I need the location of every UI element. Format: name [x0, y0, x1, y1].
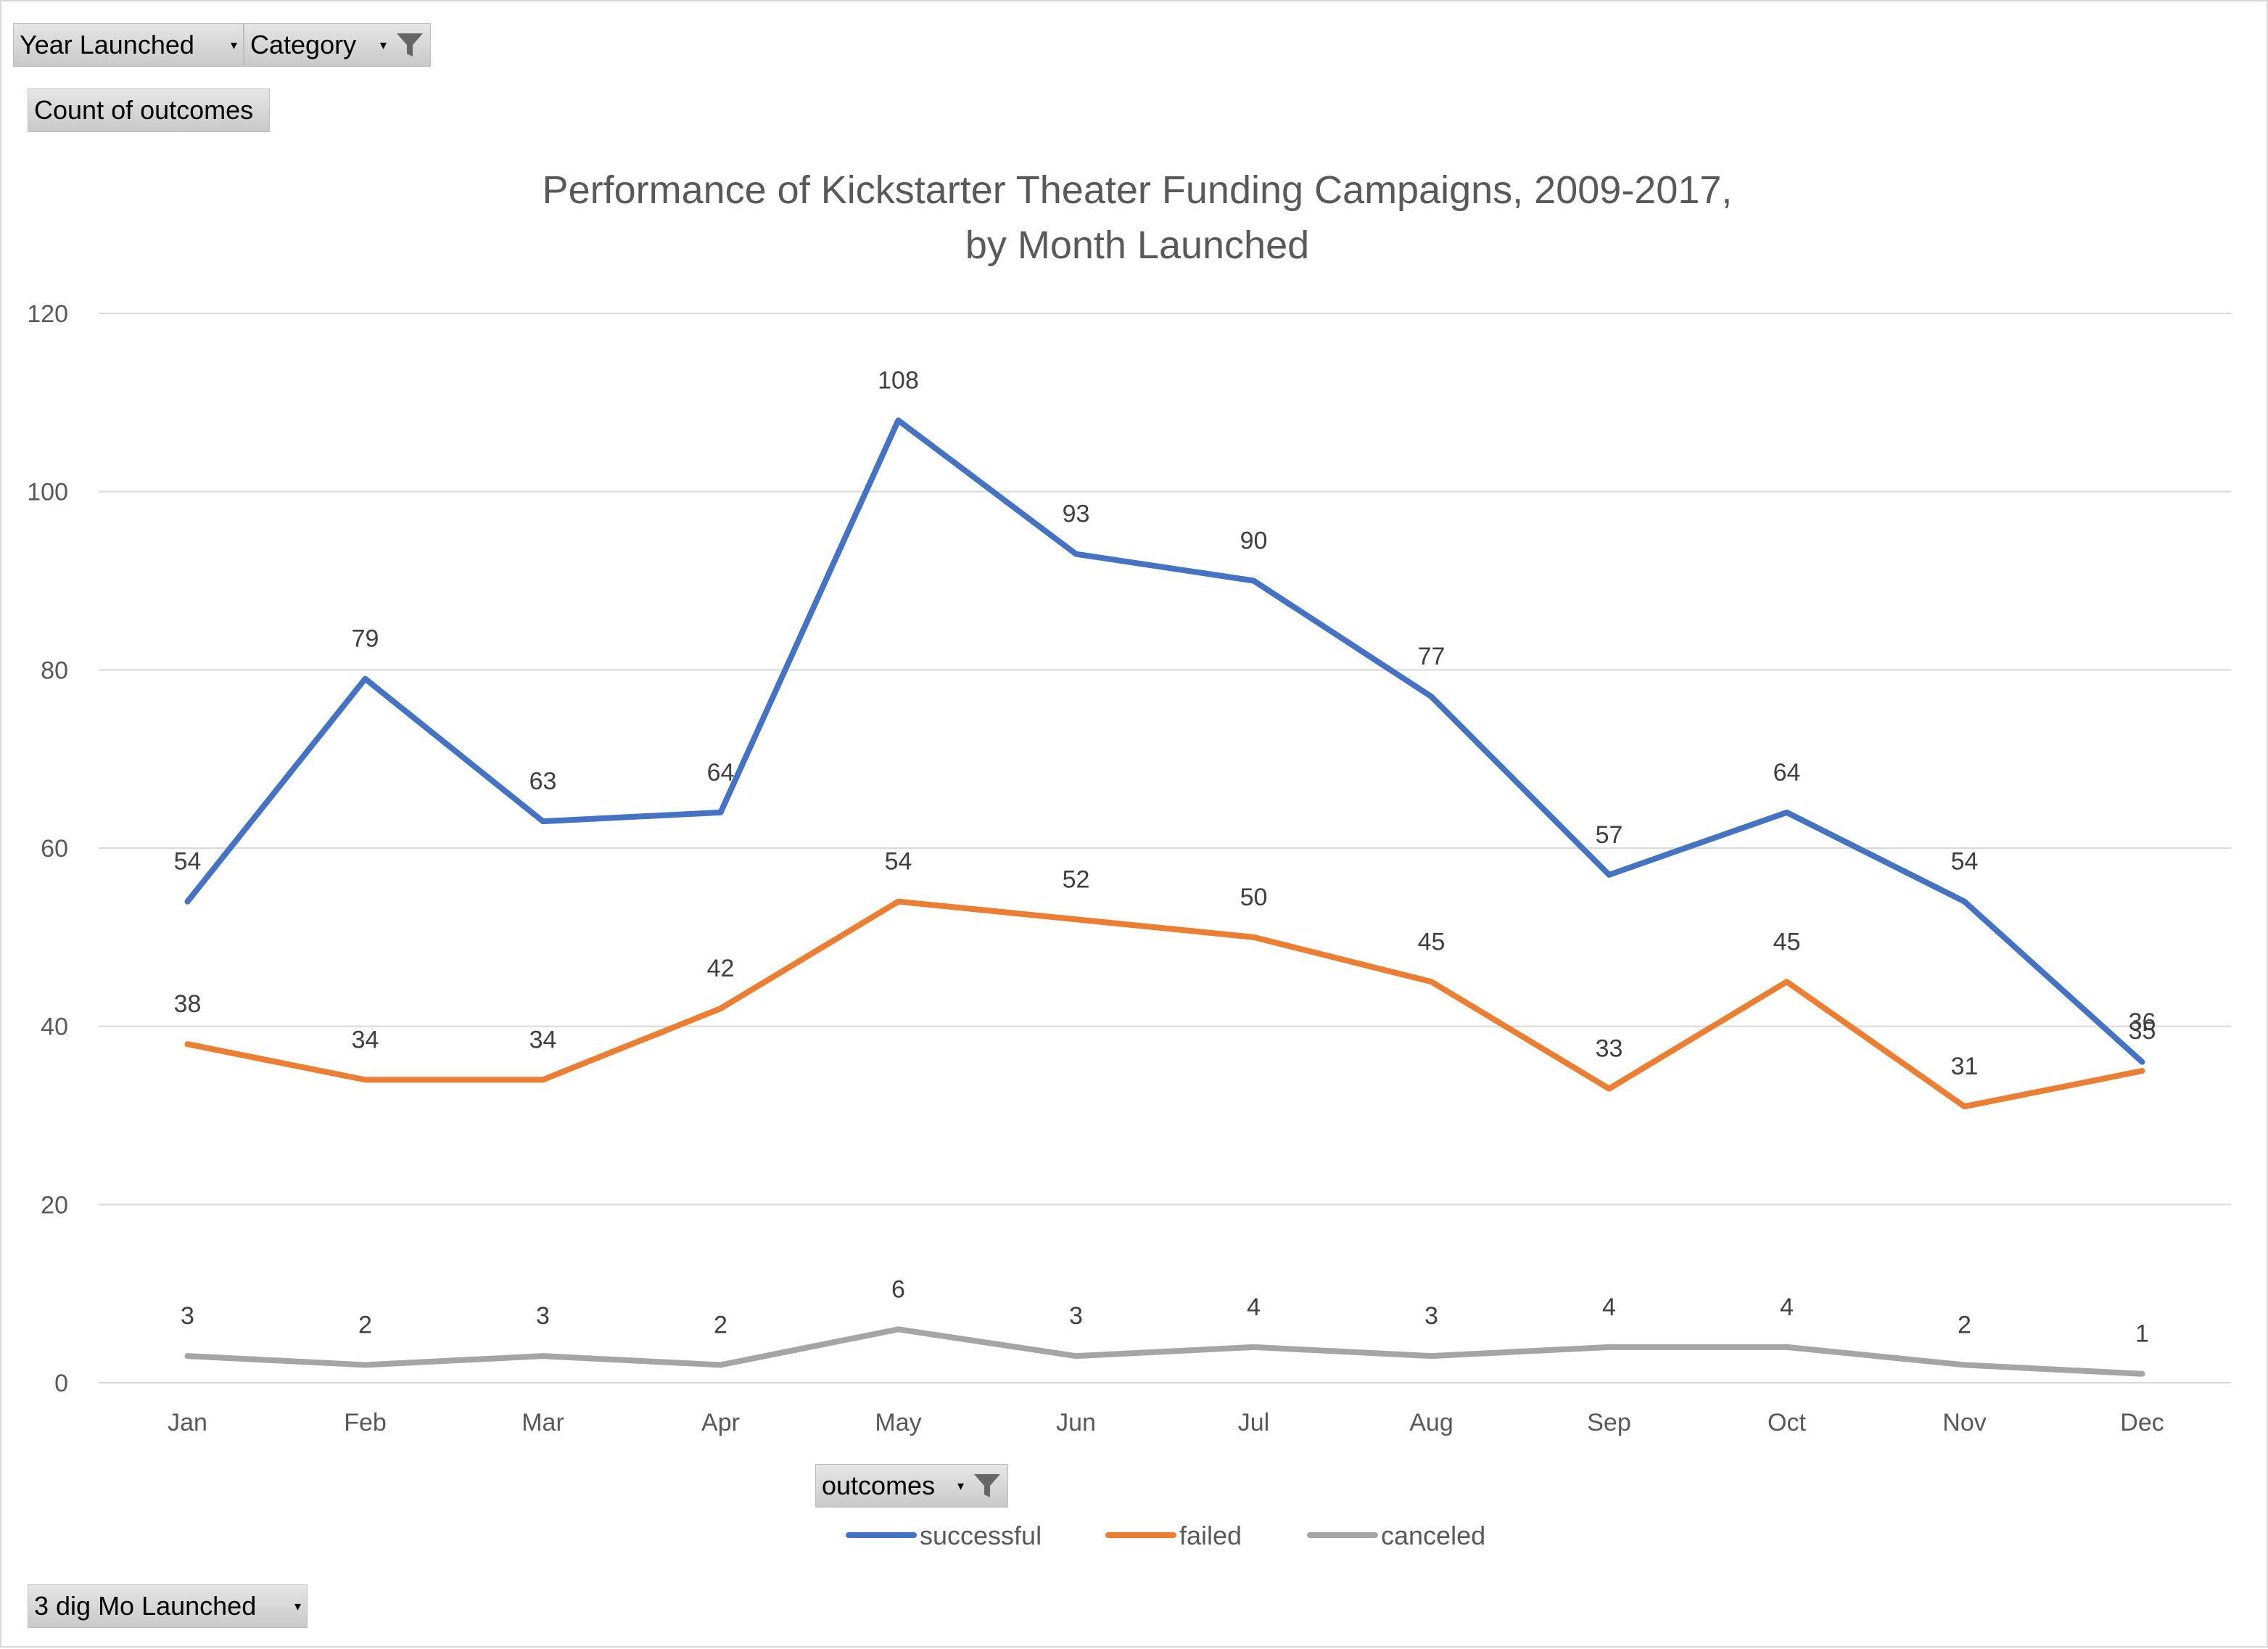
chart-title-line-1: Performance of Kickstarter Theater Fundi…: [543, 168, 1733, 212]
y-tick-label: 60: [41, 835, 68, 863]
x-tick-label: Sep: [1587, 1409, 1631, 1436]
data-label-canceled: 3: [181, 1302, 194, 1330]
data-label-failed: 33: [1596, 1035, 1623, 1063]
category-label: Category: [250, 30, 357, 59]
chart-title: Performance of Kickstarter Theater Fundi…: [543, 168, 1733, 267]
year-launched-filter-button[interactable]: Year Launched ▾: [13, 23, 244, 67]
y-axis-ticks: 0 20 40 60 80 100 120: [27, 300, 68, 1397]
data-label-successful: 63: [529, 768, 557, 795]
data-label-successful: 64: [707, 759, 735, 786]
data-label-successful: 77: [1418, 643, 1446, 670]
series-line-canceled: [184, 1326, 2145, 1377]
chart-title-line-2: by Month Launched: [965, 223, 1309, 267]
data-label-failed: 31: [1951, 1053, 1979, 1080]
dropdown-arrow-icon: ▾: [379, 37, 387, 52]
data-label-canceled: 6: [891, 1275, 905, 1303]
data-label-failed: 45: [1418, 928, 1446, 955]
legend-label-canceled: canceled: [1381, 1521, 1485, 1550]
series-line-successful: [184, 417, 2145, 1065]
month-launched-label: 3 dig Mo Launched: [34, 1591, 257, 1621]
legend-label-failed: failed: [1179, 1521, 1242, 1550]
data-label-failed: 54: [885, 848, 912, 876]
data-label-successful: 57: [1596, 821, 1623, 849]
x-tick-label: Nov: [1942, 1409, 1986, 1436]
data-label-canceled: 3: [1424, 1302, 1438, 1330]
count-of-outcomes-field-button[interactable]: Count of outcomes: [28, 89, 270, 132]
data-label-successful: 36: [2129, 1008, 2156, 1036]
y-tick-label: 20: [41, 1191, 68, 1219]
y-tick-label: 100: [27, 479, 68, 506]
data-label-successful: 54: [174, 848, 202, 876]
data-label-canceled: 1: [2135, 1320, 2149, 1348]
x-tick-label: Jul: [1238, 1409, 1269, 1436]
data-label-successful: 79: [352, 625, 379, 653]
x-tick-label: Jun: [1056, 1409, 1096, 1436]
filter-funnel-icon: [397, 33, 423, 57]
y-tick-label: 40: [41, 1013, 68, 1041]
data-label-failed: 42: [707, 955, 735, 982]
data-label-failed: 50: [1240, 884, 1268, 911]
data-label-canceled: 3: [1069, 1302, 1083, 1330]
outcomes-label: outcomes: [822, 1471, 936, 1500]
x-axis-ticks: Jan Feb Mar Apr May Jun Jul Aug Sep Oct Nov Dec: [168, 1409, 2164, 1436]
x-tick-label: Aug: [1409, 1409, 1453, 1436]
y-tick-label: 80: [41, 657, 68, 684]
data-label-successful: 108: [878, 366, 919, 394]
outcomes-filter-button[interactable]: outcomes ▾: [815, 1464, 1008, 1508]
gridlines: [99, 313, 2231, 1383]
data-label-successful: 54: [1951, 848, 1979, 876]
data-label-successful: 64: [1773, 759, 1801, 786]
data-label-canceled: 3: [536, 1302, 550, 1330]
dropdown-arrow-icon: ▾: [957, 1478, 964, 1493]
category-filter-button[interactable]: Category ▾: [244, 23, 431, 67]
x-tick-label: Apr: [701, 1409, 740, 1436]
x-tick-label: Dec: [2120, 1409, 2164, 1436]
data-label-canceled: 4: [1602, 1294, 1616, 1321]
data-label-failed: 38: [174, 990, 202, 1018]
data-label-successful: 90: [1240, 527, 1268, 555]
x-tick-label: Feb: [344, 1409, 387, 1436]
y-tick-label: 0: [54, 1370, 68, 1397]
x-tick-label: Oct: [1768, 1409, 1806, 1436]
x-tick-label: Mar: [521, 1409, 564, 1436]
x-tick-label: Jan: [168, 1409, 207, 1436]
legend-label-successful: successful: [920, 1521, 1042, 1550]
filter-funnel-icon: [974, 1474, 1000, 1497]
month-launched-field-button[interactable]: 3 dig Mo Launched ▾: [28, 1584, 308, 1628]
data-label-failed: 45: [1773, 928, 1801, 955]
data-label-successful: 93: [1063, 501, 1090, 528]
x-tick-label: May: [875, 1409, 921, 1436]
year-launched-label: Year Launched: [20, 30, 194, 59]
data-label-failed: 35: [2129, 1017, 2156, 1045]
data-label-canceled: 4: [1247, 1294, 1261, 1321]
data-label-failed: 34: [529, 1026, 557, 1053]
y-tick-label: 120: [27, 300, 68, 328]
legend[interactable]: successful failed canceled: [846, 1521, 1485, 1550]
count-of-outcomes-label: Count of outcomes: [34, 95, 254, 125]
series-lines: [184, 417, 2145, 1377]
series-line-failed: [184, 898, 2145, 1110]
data-label-failed: 52: [1063, 865, 1090, 893]
data-label-canceled: 2: [714, 1311, 727, 1338]
dropdown-arrow-icon: ▾: [230, 37, 237, 52]
data-label-canceled: 4: [1780, 1294, 1794, 1321]
data-label-canceled: 2: [1958, 1311, 1971, 1338]
data-label-failed: 34: [352, 1026, 379, 1053]
dropdown-arrow-icon: ▾: [294, 1598, 301, 1613]
data-label-canceled: 2: [358, 1311, 372, 1338]
